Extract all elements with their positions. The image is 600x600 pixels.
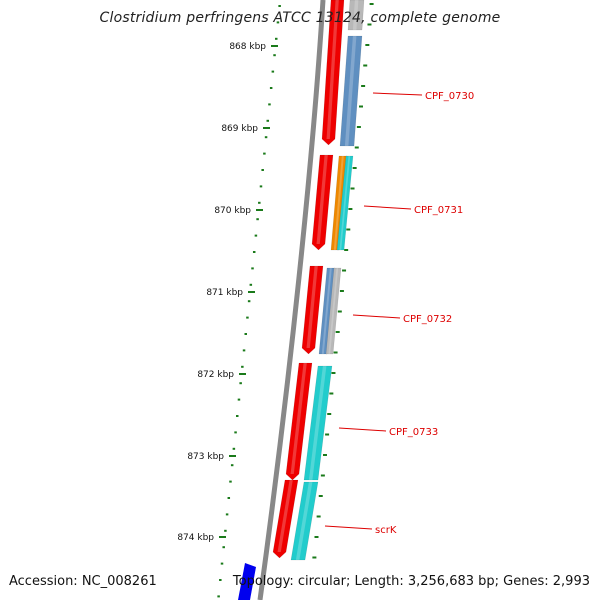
gene-arrow-cpf-0733 <box>285 362 313 481</box>
tick-label: 871 kbp <box>206 288 243 298</box>
gene-arrow-scrk <box>272 479 299 559</box>
gene-label[interactable]: CPF_0731 <box>414 205 463 216</box>
label-leader-line <box>338 427 387 432</box>
tick-label: 869 kbp <box>221 124 258 134</box>
gene-features <box>238 0 365 600</box>
gene-arrow-cpf-0732 <box>301 265 324 355</box>
label-leader-line <box>363 205 412 210</box>
map-title: Clostridium perfringens ATCC 13124, comp… <box>99 10 501 26</box>
label-leader-line <box>352 314 401 319</box>
gene-label[interactable]: scrK <box>375 525 397 536</box>
label-leader-line <box>372 92 423 96</box>
accession-text: Accession: NC_008261 <box>9 574 157 589</box>
backbone-line <box>257 0 326 600</box>
tick-label: 868 kbp <box>229 42 266 52</box>
gene-arrow-cpf-0731 <box>311 154 334 251</box>
gene-label[interactable]: CPF_0733 <box>389 427 438 438</box>
tick-label: 873 kbp <box>187 452 224 462</box>
tick-label: 874 kbp <box>177 533 214 543</box>
major-ticks: 868 kbp 869 kbp 870 kbp 871 kbp 872 kbp 873 k… <box>177 42 278 543</box>
label-leader-line <box>324 525 373 530</box>
gene-label[interactable]: CPF_0732 <box>403 314 452 325</box>
tick-label: 870 kbp <box>214 206 251 216</box>
gene-block-gray-top <box>347 0 365 31</box>
gene-arrow-cpf-0730 <box>321 0 345 146</box>
gene-block-cyan-a <box>336 155 354 251</box>
position-marker <box>238 563 256 600</box>
gene-block-cpf-0730 <box>339 35 363 147</box>
gene-labels: CPF_0730 CPF_0731 CPF_0732 CPF_0733 scrK <box>324 91 474 536</box>
minor-ticks <box>217 3 374 598</box>
gene-label[interactable]: CPF_0730 <box>425 91 474 102</box>
tick-label: 872 kbp <box>197 370 234 380</box>
gene-block-cpf-0733 <box>303 365 333 481</box>
genome-info-text: Topology: circular; Length: 3,256,683 bp… <box>232 574 590 589</box>
gene-block-gray-b <box>325 267 342 355</box>
backbone <box>257 0 326 600</box>
gene-block-scrk <box>290 481 319 561</box>
